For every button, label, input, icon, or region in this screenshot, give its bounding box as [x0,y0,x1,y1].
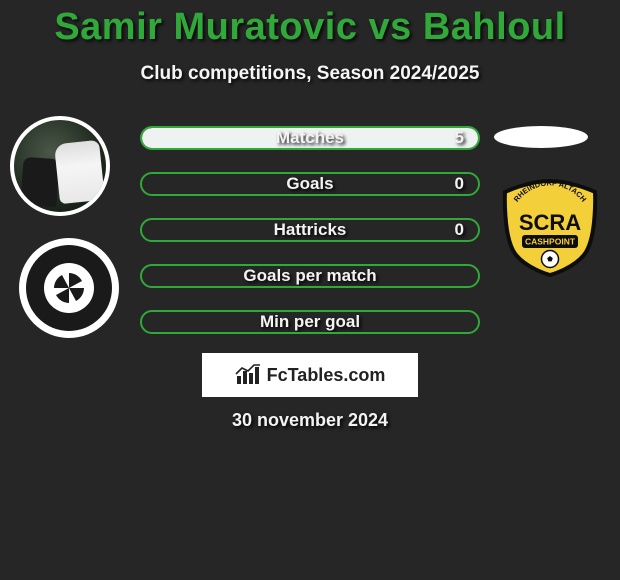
stat-value-right: 0 [455,174,464,194]
pinwheel-icon [52,271,86,305]
club-right-main-text: SCRA [519,210,581,235]
club-right-sub-text: CASHPOINT [525,237,576,247]
club-right-badge: RHEINDORF ALTACH SCRA CASHPOINT [500,178,600,278]
stat-value-right: 5 [455,128,464,148]
date-text: 30 november 2024 [0,410,620,431]
stat-label: Goals [142,174,478,194]
stat-value-right: 0 [455,220,464,240]
stat-row: Matches 5 [140,126,480,150]
stat-label: Hattricks [142,220,478,240]
player-left-avatar [10,116,110,216]
club-left-inner-ring [26,245,112,331]
stat-label: Min per goal [142,312,478,332]
brand-box: FcTables.com [202,353,418,397]
shield-icon: RHEINDORF ALTACH SCRA CASHPOINT [500,178,600,278]
comparison-card: Samir Muratovic vs Bahloul Club competit… [0,0,620,580]
club-left-badge [19,238,119,338]
stat-row: Min per goal [140,310,480,334]
stat-fill [142,128,478,148]
page-subtitle: Club competitions, Season 2024/2025 [0,63,620,85]
stat-row: Goals 0 [140,172,480,196]
brand-text: FcTables.com [267,365,386,386]
stat-label: Goals per match [142,266,478,286]
stat-row: Hattricks 0 [140,218,480,242]
bar-chart-icon [235,364,261,386]
player-right-avatar [494,126,588,148]
page-title: Samir Muratovic vs Bahloul [0,0,620,49]
stats-list: Matches 5 Goals 0 Hattricks 0 Goals per … [140,126,480,356]
club-left-center [44,263,94,313]
stat-row: Goals per match [140,264,480,288]
